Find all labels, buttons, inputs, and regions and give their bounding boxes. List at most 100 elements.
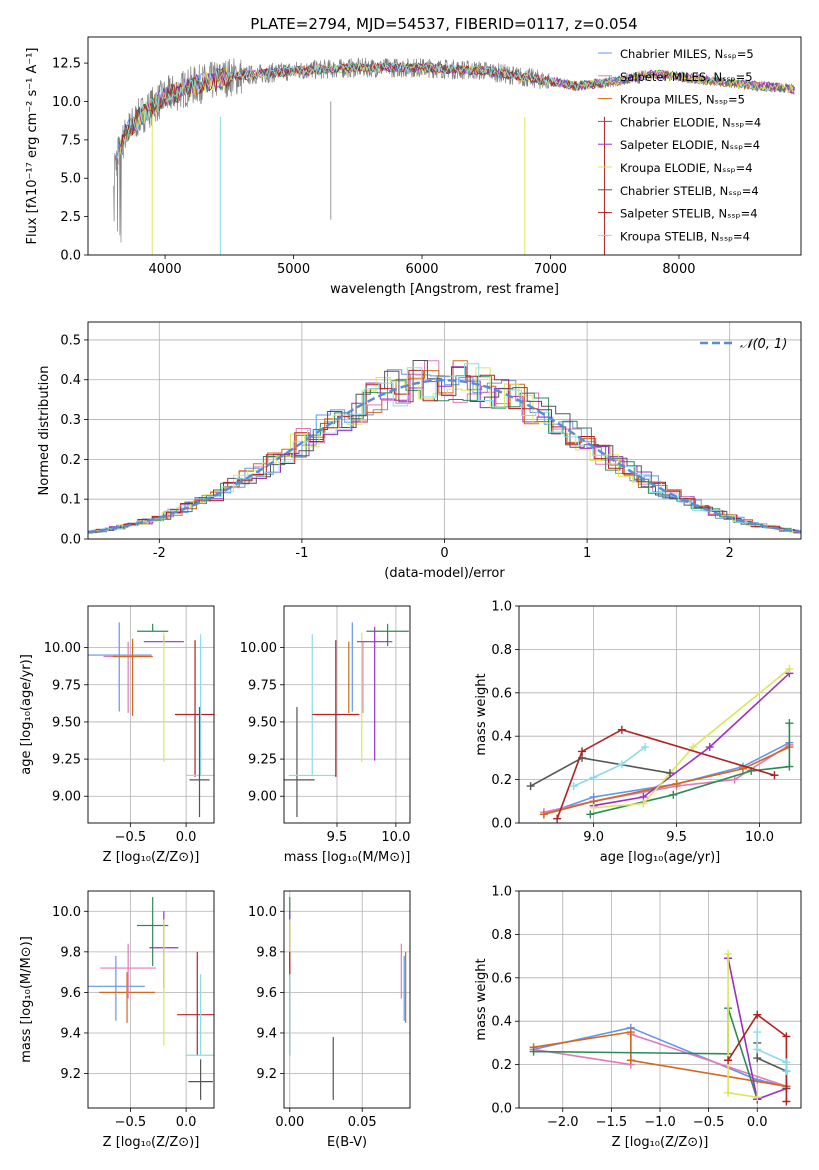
weight-series-line: [556, 728, 775, 819]
axes-frame: [87, 890, 215, 1109]
y-tick-label: 10.0: [248, 905, 277, 920]
x-tick-label: 7000: [534, 262, 567, 277]
spectrum-panel: 4000 5000 6000 7000 8000 0.0 2.5 5.0 7.5 10.0 12.5…: [25, 36, 802, 297]
y-tick-label: 0.0: [60, 533, 81, 548]
weight-marker: [578, 747, 587, 756]
axes-frame: [87, 321, 802, 540]
weight-marker: [753, 1010, 762, 1019]
errorbar-point: [312, 640, 360, 777]
y-tick-label: 9.00: [52, 790, 81, 805]
weight-marker: [626, 1056, 635, 1065]
x-tick-label: 9.5: [666, 830, 687, 845]
weight-marker: [724, 1088, 733, 1097]
weight-marker: [705, 743, 714, 752]
legend-label: Chabrier ELODIE, Nₛₛₚ=4: [620, 115, 761, 129]
weight-marker: [569, 782, 578, 791]
y-axis-label: mass weight: [474, 673, 489, 755]
y-tick-label: 0.6: [491, 686, 512, 701]
y-tick-label: 0.8: [491, 643, 512, 658]
weight-marker: [589, 803, 598, 812]
legend-label: Chabrier STELIB, Nₛₛₚ=4: [620, 184, 759, 198]
y-tick-label: 0.6: [491, 971, 512, 986]
errorbar-point: [357, 626, 393, 761]
residuals-panel: -2 -1 0 1 2 0.0 0.1 0.2 0.3 0.4 0.5 (data-model)/er…: [37, 321, 802, 581]
weight-marker: [639, 799, 648, 808]
x-axis-label: (data-model)/error: [384, 566, 505, 581]
errorbar-point: [186, 974, 214, 1056]
x-tick-label: 9.5: [327, 830, 348, 845]
axes-frame: [87, 36, 802, 256]
errorbar-point: [88, 622, 152, 712]
x-tick-label: 10.0: [745, 830, 774, 845]
figure-title: PLATE=2794, MJD=54537, FIBERID=0117, z=0…: [250, 15, 637, 33]
y-tick-label: 9.4: [60, 1026, 81, 1041]
weight-series-line: [573, 746, 646, 787]
normal-reference-curve: [88, 378, 801, 534]
legend-label: 𝒩(0, 1): [740, 337, 787, 352]
y-tick-label: 9.00: [248, 790, 277, 805]
weight-series-line: [533, 1007, 758, 1100]
weight-marker: [526, 782, 535, 791]
weight-series-line: [530, 757, 671, 787]
weight-marker: [669, 790, 678, 799]
axes-frame: [283, 890, 411, 1109]
weight-marker: [782, 1067, 791, 1076]
age_vs_Z-plot-area: [88, 622, 214, 818]
x-tick-label: 8000: [662, 262, 695, 277]
axes-frame: [518, 890, 802, 1109]
weight-marker: [641, 743, 650, 752]
weight-marker: [589, 773, 598, 782]
y-axis-label: mass weight: [474, 958, 489, 1040]
y-tick-label: 10.0: [52, 95, 81, 110]
x-tick-label: 0.05: [348, 1115, 377, 1130]
y-tick-label: 9.2: [60, 1067, 81, 1082]
legend-label: Salpeter STELIB, Nₛₛₚ=4: [620, 207, 758, 221]
x-tick-label: 5000: [277, 262, 310, 277]
errorbar-point: [88, 955, 145, 1021]
errorbar-point: [186, 634, 214, 777]
x-tick-label: 0.00: [275, 1115, 304, 1130]
y-tick-label: 9.6: [60, 986, 81, 1001]
errorbar-point: [103, 641, 153, 714]
x-tick-label: −1.0: [644, 1115, 676, 1130]
legend-label: Kroupa MILES, Nₛₛₚ=5: [620, 93, 745, 107]
y-tick-label: 1.0: [491, 600, 512, 615]
errorbar-point: [174, 640, 214, 777]
weight-marker: [617, 760, 626, 769]
weight-marker: [785, 664, 794, 673]
errorbar-point: [112, 638, 153, 716]
x-tick-label: 0.0: [747, 1115, 768, 1130]
y-tick-label: 9.6: [256, 986, 277, 1001]
weight-marker: [785, 719, 794, 728]
y-tick-label: 9.75: [52, 678, 81, 693]
y-tick-label: 9.25: [52, 753, 81, 768]
x-tick-label: -2: [153, 546, 166, 561]
x-tick-label: −0.5: [693, 1115, 725, 1130]
weight-marker: [724, 949, 733, 958]
mass_weight_vs_Z-plot-area: [529, 949, 791, 1106]
weight-marker: [626, 1028, 635, 1037]
x-tick-label: 4000: [149, 262, 182, 277]
errorbar-point: [137, 897, 169, 967]
errorbar-point: [99, 972, 155, 1023]
x-axis-label: mass [log₁₀(M/M⊙)]: [284, 850, 411, 865]
y-tick-label: 2.5: [60, 210, 81, 225]
axes-frame: [87, 605, 215, 824]
x-axis-label: wavelength [Angstrom, rest frame]: [330, 282, 559, 297]
model-fit-line: [119, 62, 794, 155]
x-tick-label: 10.0: [381, 830, 410, 845]
errorbar-point: [137, 623, 169, 632]
y-tick-label: 0.3: [60, 413, 81, 428]
mass_vs_Z-plot-area: [88, 897, 214, 1100]
legend: Chabrier MILES, Nₛₛₚ=5 Salpeter MILES, Nₛ…: [598, 47, 761, 243]
mass_weight_vs_age-plot-area: [526, 664, 794, 823]
age_vs_mass-plot-area: [284, 622, 409, 818]
y-tick-label: 0.0: [60, 249, 81, 264]
weight-marker: [770, 771, 779, 780]
y-tick-label: 9.2: [256, 1067, 277, 1082]
errorbar-point: [188, 1059, 213, 1100]
weight-marker: [586, 810, 595, 819]
mass_vs_Z-panel: −0.5 0.0 9.2 9.4 9.6 9.8 10.0 Z [log₁₀(Z/Z⊙)] ma…: [19, 890, 215, 1150]
legend-label: Kroupa ELODIE, Nₛₛₚ=4: [620, 161, 753, 175]
